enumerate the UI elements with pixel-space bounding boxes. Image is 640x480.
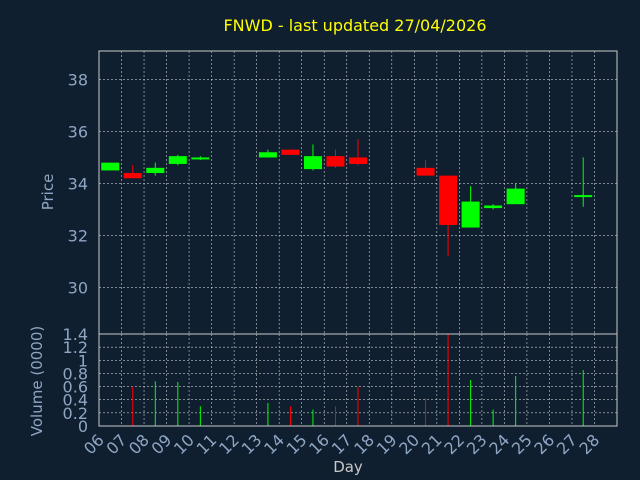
volume-y-tick-label: 0.2 [63,404,88,423]
candle-body [416,167,435,176]
volume-y-tick-label: 1 [78,351,88,370]
candle-body [506,188,525,205]
price-y-tick-labels: 30 32 34 36 38 [68,71,88,298]
price-axis-label: Price [39,174,57,211]
candle-body [258,152,277,158]
candle-body [168,156,187,164]
candle-body [281,149,300,155]
chart-title: FNWD - last updated 27/04/2026 [223,16,486,35]
candle-body [484,205,503,209]
volume-bars [132,334,584,426]
candlesticks [101,139,593,257]
volume-y-tick-label: 0.8 [63,364,88,383]
volume-y-tick-label: 0.4 [63,391,88,410]
candle-body [101,162,120,171]
volume-y-tick-label: 1.4 [63,325,88,344]
volume-grid [99,333,617,427]
volume-panel-frame [98,333,618,427]
volume-y-tick-labels: 00.20.40.60.811.21.4 [63,325,88,436]
candle-body [191,157,210,160]
day-axis-label: Day [333,458,363,476]
price-y-tick-label: 30 [68,278,88,297]
candle-body [574,195,593,198]
candle-body [326,156,345,167]
candle-body [461,201,480,228]
volume-axis-label: Volume (0000) [28,326,46,436]
day-tick-labels: 0607080910111213141516171819202122232425… [80,430,603,458]
volume-y-tick-label: 0.6 [63,378,88,397]
price-y-tick-label: 38 [68,71,88,90]
price-y-tick-label: 34 [68,174,88,193]
candle-body [303,156,322,170]
candle-body [146,167,165,174]
volume-y-tick-label: 0 [78,417,88,436]
volume-y-tick-label: 1.2 [63,338,88,357]
price-grid [99,51,617,334]
price-y-tick-label: 36 [68,122,88,141]
price-y-tick-label: 32 [68,226,88,245]
candle-body [123,173,142,179]
candle-body [348,157,368,164]
candle-body [439,175,458,225]
